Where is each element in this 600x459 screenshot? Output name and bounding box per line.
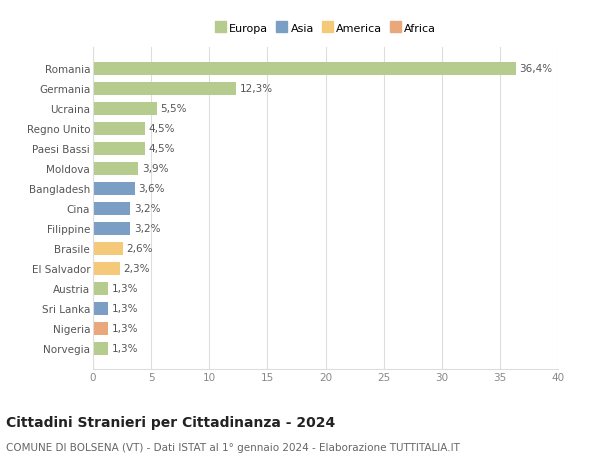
Text: COMUNE DI BOLSENA (VT) - Dati ISTAT al 1° gennaio 2024 - Elaborazione TUTTITALIA: COMUNE DI BOLSENA (VT) - Dati ISTAT al 1…: [6, 442, 460, 452]
Text: Cittadini Stranieri per Cittadinanza - 2024: Cittadini Stranieri per Cittadinanza - 2…: [6, 415, 335, 429]
Text: 3,2%: 3,2%: [134, 224, 160, 234]
Legend: Europa, Asia, America, Africa: Europa, Asia, America, Africa: [212, 22, 439, 36]
Text: 3,2%: 3,2%: [134, 204, 160, 214]
Bar: [93, 202, 130, 215]
Bar: [93, 63, 516, 76]
Bar: [93, 143, 145, 156]
Bar: [93, 302, 108, 315]
Bar: [93, 83, 236, 95]
Text: 2,6%: 2,6%: [127, 244, 153, 254]
Text: 12,3%: 12,3%: [239, 84, 272, 94]
Text: 36,4%: 36,4%: [520, 64, 553, 74]
Bar: [93, 242, 123, 255]
Bar: [93, 103, 157, 116]
Text: 1,3%: 1,3%: [112, 324, 138, 333]
Bar: [93, 162, 139, 175]
Text: 4,5%: 4,5%: [149, 124, 175, 134]
Text: 5,5%: 5,5%: [160, 104, 187, 114]
Bar: [93, 222, 130, 235]
Text: 1,3%: 1,3%: [112, 284, 138, 294]
Text: 3,9%: 3,9%: [142, 164, 169, 174]
Bar: [93, 342, 108, 355]
Bar: [93, 262, 120, 275]
Bar: [93, 182, 135, 196]
Bar: [93, 282, 108, 295]
Bar: [93, 123, 145, 135]
Text: 1,3%: 1,3%: [112, 343, 138, 353]
Text: 1,3%: 1,3%: [112, 303, 138, 313]
Text: 2,3%: 2,3%: [123, 263, 150, 274]
Bar: [93, 322, 108, 335]
Text: 3,6%: 3,6%: [139, 184, 165, 194]
Text: 4,5%: 4,5%: [149, 144, 175, 154]
